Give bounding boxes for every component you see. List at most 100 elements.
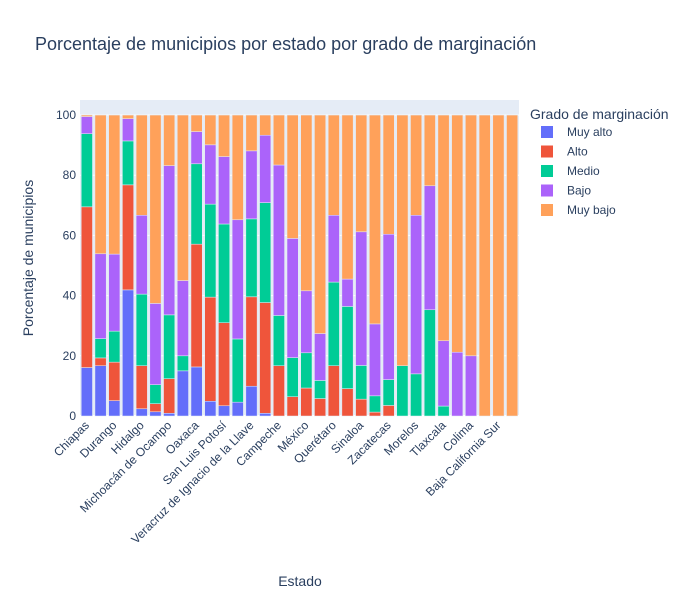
bar-segment[interactable] bbox=[122, 184, 134, 291]
bar-segment[interactable] bbox=[94, 365, 107, 417]
bar-segment[interactable] bbox=[369, 323, 381, 397]
bar-segment[interactable] bbox=[410, 373, 422, 417]
bar-segment[interactable] bbox=[108, 253, 121, 332]
bar-segment[interactable] bbox=[177, 114, 189, 281]
bar-segment[interactable] bbox=[341, 388, 354, 417]
bar-segment[interactable] bbox=[506, 114, 519, 417]
bar-segment[interactable] bbox=[122, 118, 134, 142]
bar-segment[interactable] bbox=[286, 238, 299, 358]
bar-segment[interactable] bbox=[369, 114, 381, 325]
bar-segment[interactable] bbox=[135, 215, 148, 295]
bar-segment[interactable] bbox=[177, 355, 189, 372]
bar-segment[interactable] bbox=[94, 357, 107, 366]
bar-segment[interactable] bbox=[382, 114, 395, 235]
bar-segment[interactable] bbox=[341, 114, 354, 280]
bar-segment[interactable] bbox=[80, 206, 93, 368]
bar-segment[interactable] bbox=[286, 114, 299, 239]
bar-segment[interactable] bbox=[149, 403, 162, 413]
bar-segment[interactable] bbox=[204, 401, 217, 417]
bar-segment[interactable] bbox=[163, 378, 176, 414]
bar-segment[interactable] bbox=[259, 114, 272, 136]
bar-segment[interactable] bbox=[396, 365, 409, 417]
bar-segment[interactable] bbox=[149, 384, 162, 404]
bar-segment[interactable] bbox=[149, 114, 162, 304]
bar-segment[interactable] bbox=[122, 114, 134, 119]
bar-segment[interactable] bbox=[245, 114, 258, 152]
bar-segment[interactable] bbox=[204, 114, 217, 146]
legend-item[interactable]: Bajo bbox=[541, 184, 591, 198]
bar-segment[interactable] bbox=[218, 223, 230, 323]
bar-segment[interactable] bbox=[382, 379, 395, 406]
bar-segment[interactable] bbox=[410, 215, 422, 375]
bar-segment[interactable] bbox=[190, 366, 203, 417]
bar-segment[interactable] bbox=[327, 281, 340, 366]
bar-segment[interactable] bbox=[135, 293, 148, 366]
bar-segment[interactable] bbox=[341, 306, 354, 389]
bar-segment[interactable] bbox=[465, 114, 477, 357]
bar-segment[interactable] bbox=[355, 231, 368, 366]
bar-segment[interactable] bbox=[286, 396, 299, 417]
bar-segment[interactable] bbox=[190, 131, 203, 165]
bar-segment[interactable] bbox=[163, 314, 176, 379]
bar-segment[interactable] bbox=[218, 156, 230, 225]
bar-segment[interactable] bbox=[163, 114, 176, 166]
bar-segment[interactable] bbox=[423, 185, 436, 311]
bar-segment[interactable] bbox=[204, 144, 217, 205]
bar-segment[interactable] bbox=[410, 114, 422, 216]
bar-segment[interactable] bbox=[451, 351, 464, 417]
bar-segment[interactable] bbox=[423, 309, 436, 417]
bar-segment[interactable] bbox=[259, 202, 272, 303]
bar-segment[interactable] bbox=[327, 114, 340, 216]
bar-segment[interactable] bbox=[163, 413, 176, 417]
bar-segment[interactable] bbox=[218, 322, 230, 407]
bar-segment[interactable] bbox=[273, 365, 285, 417]
bar-segment[interactable] bbox=[314, 114, 326, 334]
bar-segment[interactable] bbox=[396, 114, 409, 366]
bar-segment[interactable] bbox=[218, 405, 230, 417]
legend-item[interactable]: Muy bajo bbox=[541, 203, 616, 217]
bar-segment[interactable] bbox=[382, 405, 395, 417]
bar-segment[interactable] bbox=[231, 219, 244, 340]
bar-segment[interactable] bbox=[177, 280, 189, 357]
bar-segment[interactable] bbox=[355, 398, 368, 417]
bar-segment[interactable] bbox=[108, 361, 121, 401]
bar-segment[interactable] bbox=[286, 357, 299, 397]
bar-segment[interactable] bbox=[369, 411, 381, 417]
bar-segment[interactable] bbox=[218, 114, 230, 157]
bar-segment[interactable] bbox=[190, 163, 203, 245]
bar-segment[interactable] bbox=[259, 134, 272, 203]
bar-segment[interactable] bbox=[451, 114, 464, 353]
bar-segment[interactable] bbox=[80, 133, 93, 208]
bar-segment[interactable] bbox=[80, 367, 93, 417]
bar-segment[interactable] bbox=[190, 243, 203, 368]
bar-segment[interactable] bbox=[122, 140, 134, 186]
bar-segment[interactable] bbox=[135, 114, 148, 216]
bar-segment[interactable] bbox=[245, 385, 258, 417]
bar-segment[interactable] bbox=[231, 401, 244, 417]
bar-segment[interactable] bbox=[273, 114, 285, 166]
bar-segment[interactable] bbox=[300, 387, 313, 417]
bar-segment[interactable] bbox=[190, 114, 203, 132]
bar-segment[interactable] bbox=[135, 365, 148, 410]
bar-segment[interactable] bbox=[327, 365, 340, 417]
bar-segment[interactable] bbox=[478, 114, 491, 417]
bar-segment[interactable] bbox=[245, 150, 258, 220]
bar-segment[interactable] bbox=[437, 340, 450, 407]
bar-segment[interactable] bbox=[465, 355, 477, 417]
bar-segment[interactable] bbox=[423, 114, 436, 187]
bar-segment[interactable] bbox=[314, 398, 326, 417]
bar-segment[interactable] bbox=[80, 114, 93, 117]
bar-segment[interactable] bbox=[204, 203, 217, 298]
bar-segment[interactable] bbox=[231, 338, 244, 403]
bar-segment[interactable] bbox=[300, 290, 313, 354]
bar-segment[interactable] bbox=[135, 408, 148, 417]
legend-item[interactable]: Medio bbox=[541, 164, 600, 178]
bar-segment[interactable] bbox=[273, 315, 285, 366]
bar-segment[interactable] bbox=[327, 215, 340, 283]
bar-segment[interactable] bbox=[369, 395, 381, 413]
bar-segment[interactable] bbox=[94, 253, 107, 339]
bar-segment[interactable] bbox=[204, 296, 217, 402]
bar-segment[interactable] bbox=[300, 352, 313, 389]
bar-segment[interactable] bbox=[259, 302, 272, 414]
bar-segment[interactable] bbox=[355, 365, 368, 400]
